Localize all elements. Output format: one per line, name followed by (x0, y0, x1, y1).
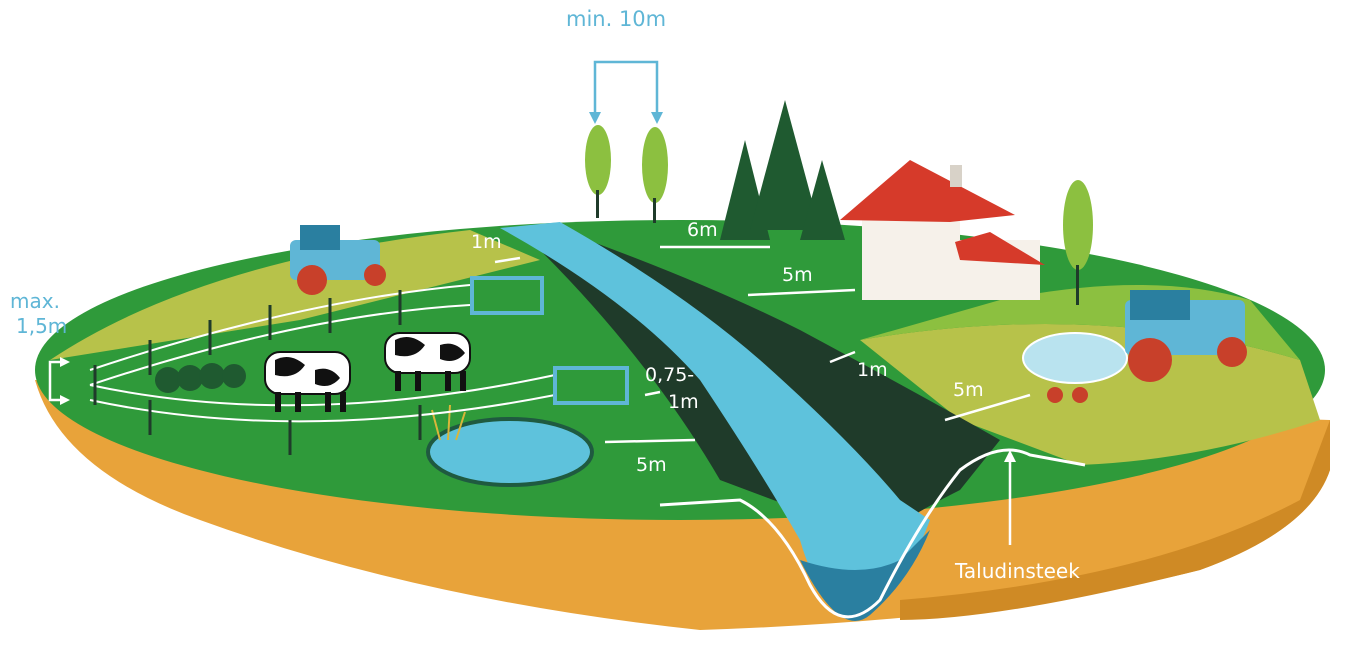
river (500, 222, 930, 615)
pond-icon (426, 417, 594, 487)
fence (89, 284, 556, 423)
arrow-right-icon (60, 395, 70, 405)
distance-arrows (494, 245, 1031, 545)
buffer-1m-right-label: 1m (857, 359, 888, 381)
cow-icon (384, 332, 471, 391)
poplar-tree-icon (642, 127, 668, 223)
min-10m-label: min. 10m (566, 7, 667, 31)
yellow-field-right (860, 324, 1320, 465)
arrow-right-icon (60, 357, 70, 367)
fence-gate-icon (553, 366, 629, 405)
arrow-down-icon (651, 112, 663, 124)
poplar-tree-icon (585, 125, 611, 218)
fence-gate-icon (470, 276, 544, 315)
buffer-5m-pond-label: 5m (636, 454, 667, 476)
house-icon (840, 160, 1045, 300)
pine-tree-icon (720, 100, 845, 240)
taludinsteek-label: Taludinsteek (955, 559, 1080, 583)
max-height-label: max. (10, 289, 60, 313)
buffer-6m-label: 6m (687, 219, 718, 241)
buffer-075-label: 0,75- (645, 364, 695, 386)
max-height-value: 1,5m (16, 314, 68, 338)
buffer-075-unit-label: 1m (668, 391, 699, 413)
buffer-5m-house-label: 5m (782, 264, 813, 286)
min-distance-bracket (593, 60, 659, 118)
bushes (155, 363, 246, 393)
tractor-icon (290, 225, 386, 295)
height-bracket (48, 360, 60, 402)
soil-shade (900, 420, 1330, 620)
talud-line (659, 448, 1086, 619)
river-depth (800, 530, 930, 621)
cow-icon (264, 351, 351, 412)
yellow-field-left (50, 230, 540, 360)
tractor-with-tank-icon (1022, 290, 1247, 403)
fence-posts (93, 290, 422, 455)
buffer-1m-left-label: 1m (471, 231, 502, 253)
arrow-down-icon (589, 112, 601, 124)
buffer-5m-right-label: 5m (953, 379, 984, 401)
poplar-tree-icon (1063, 180, 1093, 305)
